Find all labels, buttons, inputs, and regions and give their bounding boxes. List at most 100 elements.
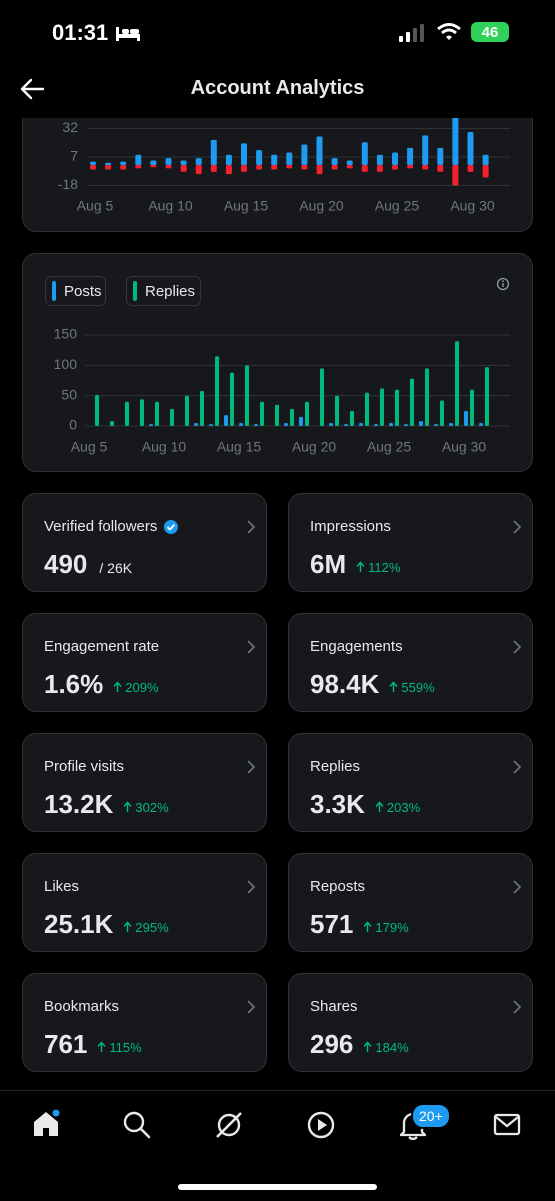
chevron [512,760,522,774]
stat-value: 98.4K 559% [310,669,435,700]
stat-label: Profile visits [44,758,124,775]
stat-change: 203% [375,800,420,815]
bar [256,165,262,170]
stat-change: 184% [363,1040,408,1055]
bar [344,424,348,426]
bar [271,165,277,170]
stat-card[interactable]: Shares 296 184% [288,973,533,1072]
bar [455,341,459,426]
stat-change-text: 203% [387,800,420,815]
bar [395,390,399,426]
bar [452,165,458,186]
bar [196,165,202,174]
bar [392,152,398,165]
stat-label-text: Verified followers [44,518,157,535]
stat-value-text: 25.1K [44,909,113,940]
bar [479,423,483,426]
bar [271,155,277,165]
bar [211,140,217,165]
stat-label: Reposts [310,878,365,895]
bar [305,402,309,426]
notifications-badge: 20+ [411,1103,451,1129]
stat-value: 25.1K 295% [44,909,169,940]
bar [377,155,383,165]
stat-value-text: 98.4K [310,669,379,700]
bar [125,402,129,426]
up-arrow [363,1041,372,1053]
stat-value-text: 296 [310,1029,353,1060]
bar [185,396,189,426]
bar [209,424,213,426]
stat-change-text: 295% [135,920,168,935]
bar [419,421,423,426]
bar [389,423,393,426]
badge-text: 20+ [419,1108,443,1124]
x-tick-label: Aug 15 [217,439,262,455]
bar [317,165,323,174]
bar [332,158,338,165]
nav-grok[interactable] [214,1110,244,1140]
stat-change: 295% [123,920,168,935]
bottom-nav: 20+ [0,1090,555,1201]
stat-value: 1.6%209% [44,669,159,700]
bar [485,367,489,426]
bar [211,165,217,172]
stat-change: 115% [97,1040,141,1055]
stat-label: Bookmarks [44,998,119,1015]
stat-label-text: Profile visits [44,758,124,775]
nav-search[interactable] [122,1110,152,1140]
chevron [246,640,256,654]
bar [440,401,444,426]
x-tick-label: Aug 30 [450,198,495,214]
y-tick-label: 50 [61,386,77,402]
bar [437,148,443,165]
page-title: Account Analytics [0,77,555,100]
stat-label-text: Shares [310,998,358,1015]
bar [362,165,368,172]
bar [90,165,96,170]
bar [241,165,247,172]
bar [105,165,111,170]
up-arrow [363,921,372,933]
bar [286,152,292,165]
stat-value-text: 13.2K [44,789,113,820]
bar [226,155,232,165]
stat-value-text: 490 [44,549,87,580]
nav-home[interactable] [31,1109,61,1139]
x-tick-label: Aug 20 [299,198,344,214]
stat-label: Replies [310,758,360,775]
bar [90,162,96,165]
stat-label-text: Reposts [310,878,365,895]
stat-label-text: Bookmarks [44,998,119,1015]
verified-badge [163,519,179,535]
nav-messages[interactable] [493,1112,523,1138]
bar [181,160,187,165]
chevron [512,880,522,894]
bar [422,165,428,170]
stat-change: 559% [389,680,434,695]
bar [470,390,474,426]
bar [410,379,414,426]
bar [149,424,153,426]
bar [120,162,126,165]
bar [120,165,126,170]
bar [224,415,228,426]
bar [392,165,398,170]
bar [434,424,438,426]
nav-video[interactable] [306,1110,336,1140]
bar [347,160,353,165]
